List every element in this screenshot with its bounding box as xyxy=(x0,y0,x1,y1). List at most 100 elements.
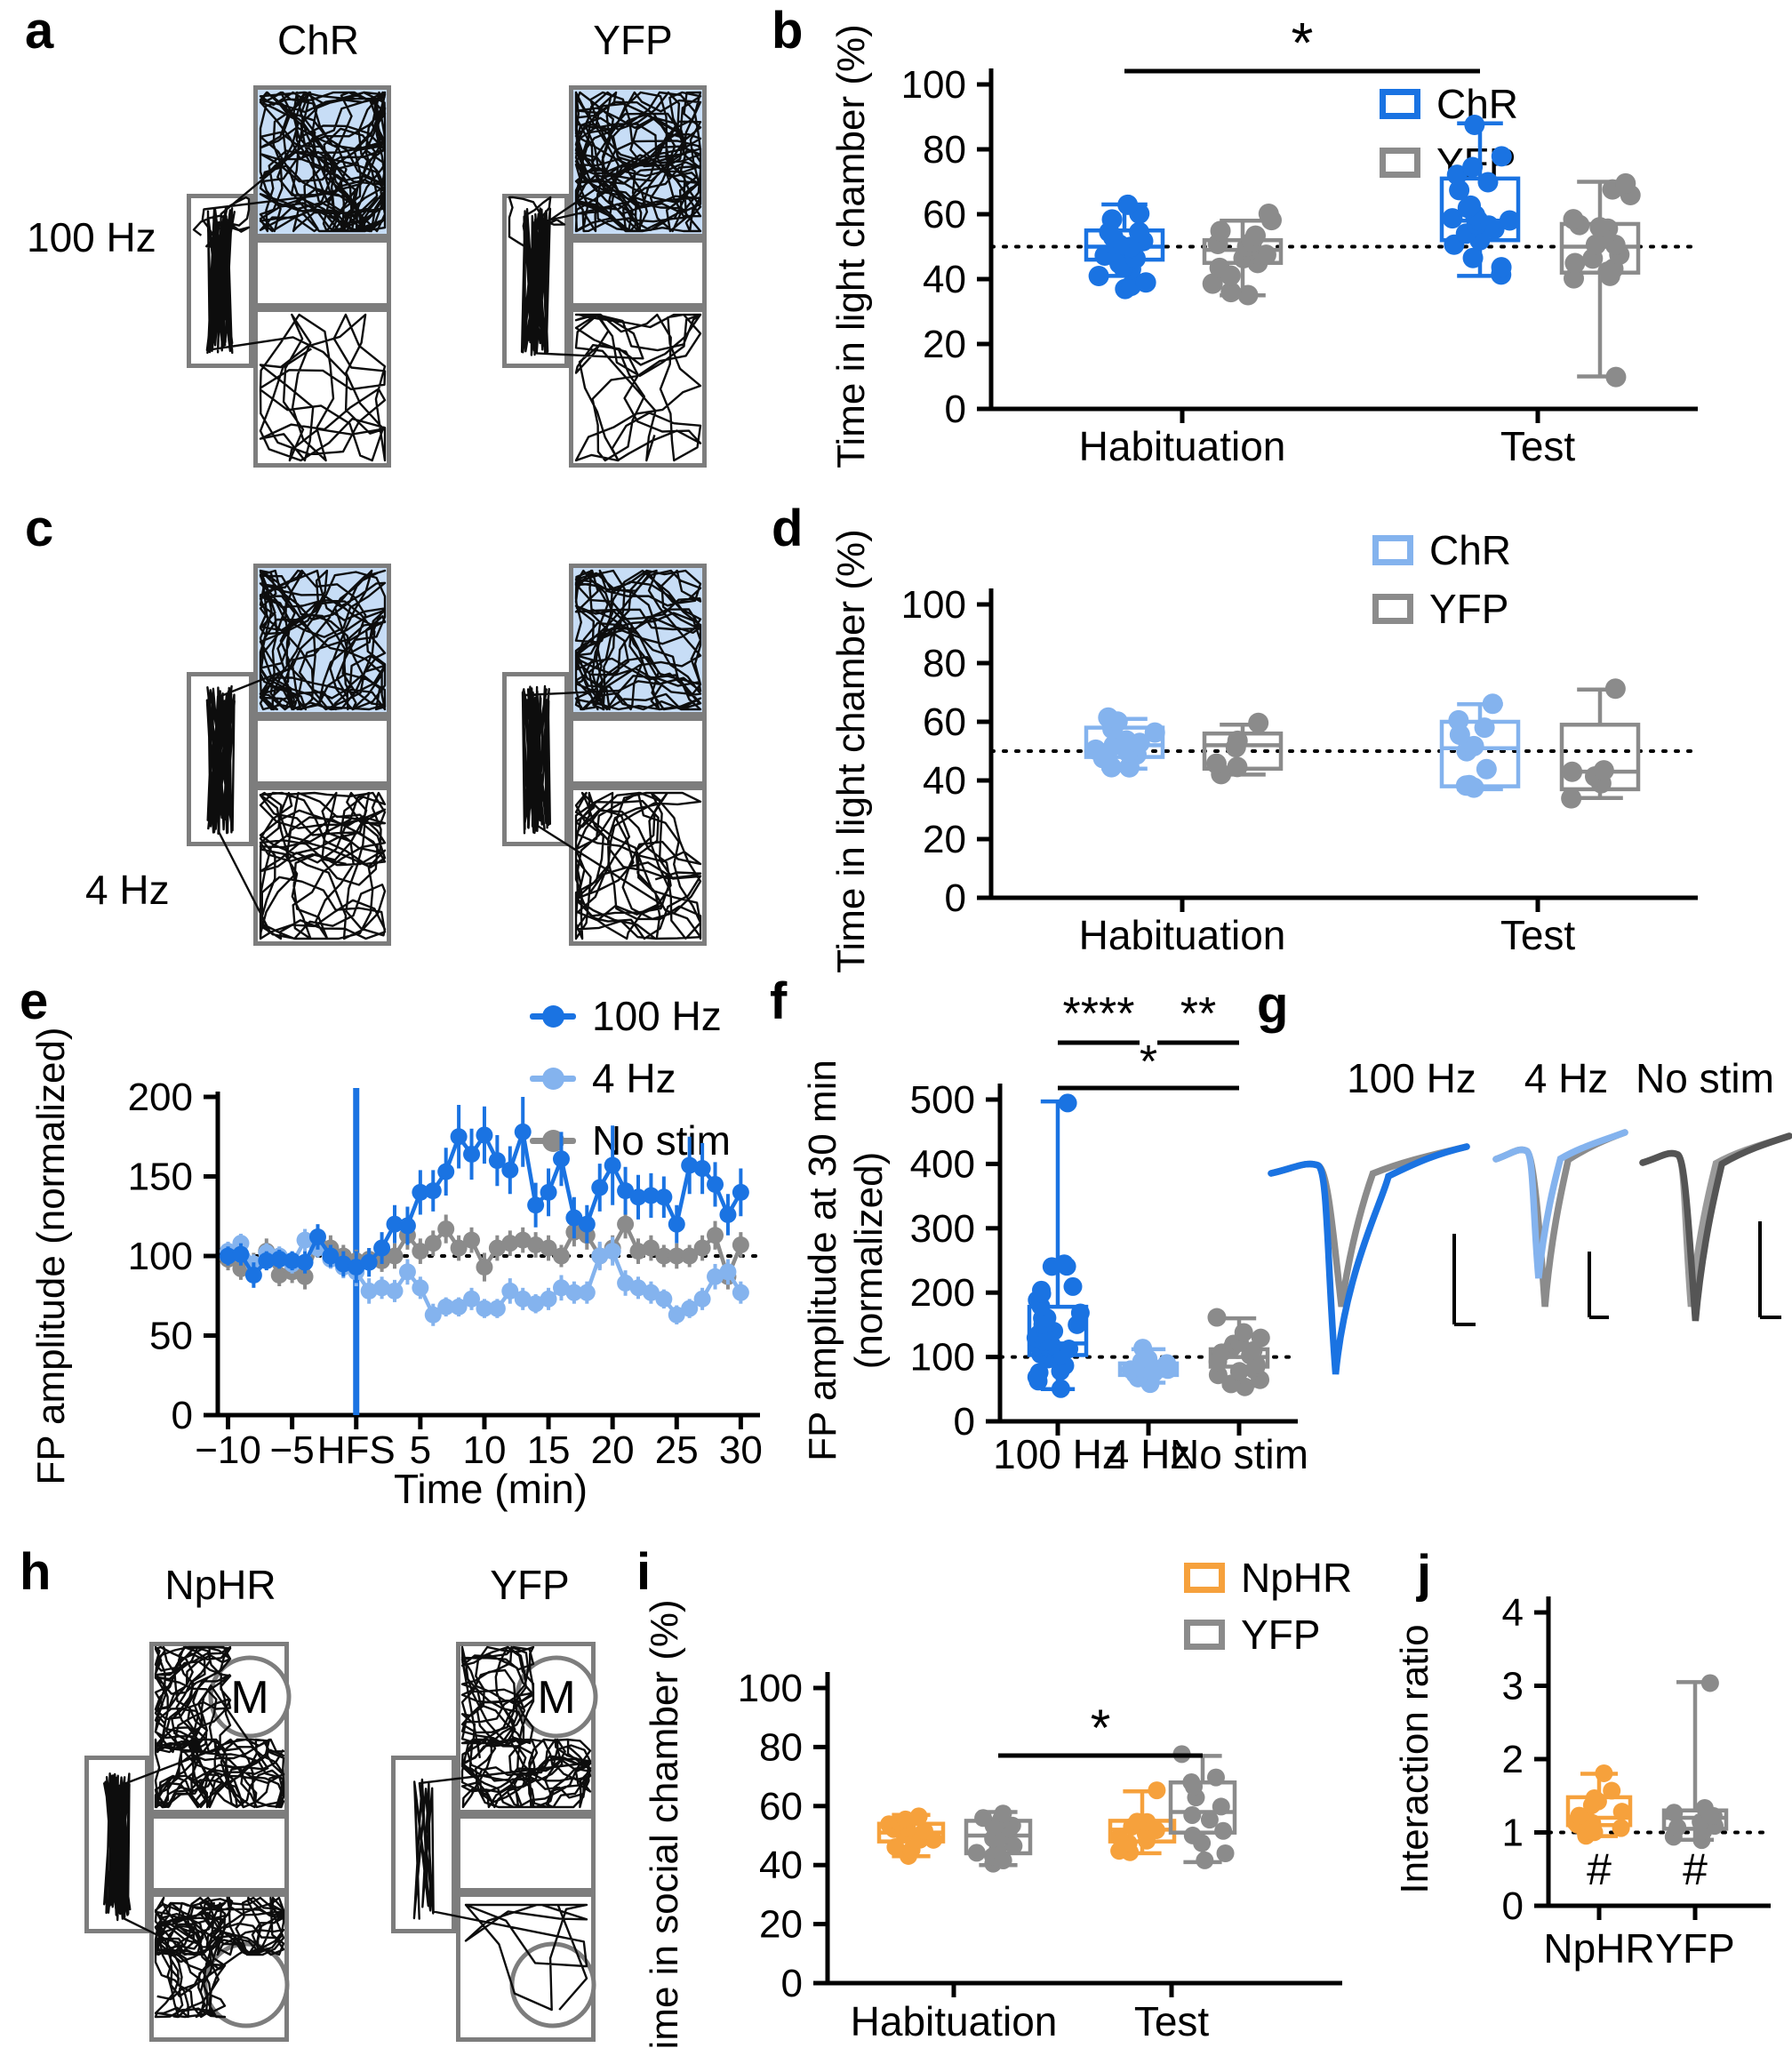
svg-text:80: 80 xyxy=(759,1725,803,1769)
svg-text:60: 60 xyxy=(923,193,966,236)
legend-label-yfp: YFP xyxy=(1429,586,1509,632)
panel-e-letter: e xyxy=(20,972,49,1030)
svg-text:100: 100 xyxy=(738,1667,803,1710)
svg-text:****: **** xyxy=(1063,988,1135,1040)
svg-text:Habituation: Habituation xyxy=(851,1998,1058,2044)
legend-item-chr: ChR xyxy=(1372,526,1511,574)
svg-text:#: # xyxy=(1587,1844,1612,1894)
legend-item-100hz: 100 Hz xyxy=(530,992,731,1040)
svg-text:0: 0 xyxy=(781,1962,803,2005)
svg-text:Habituation: Habituation xyxy=(1079,423,1286,469)
svg-text:1: 1 xyxy=(1502,1812,1524,1855)
svg-text:20: 20 xyxy=(591,1428,635,1472)
svg-text:500: 500 xyxy=(910,1078,975,1122)
svg-text:20: 20 xyxy=(923,323,966,366)
svg-text:*: * xyxy=(1140,1036,1157,1088)
e-x-axis-label: Time (min) xyxy=(393,1466,588,1512)
legend-label-nostim: No stim xyxy=(592,1117,731,1164)
yfp-swatch-icon xyxy=(1372,594,1413,624)
legend-label-chr: ChR xyxy=(1429,527,1512,573)
svg-text:100 Hz: 100 Hz xyxy=(993,1431,1123,1477)
panel-b-boxplot: 0 20 40 60 80 100 Habituation Test * xyxy=(901,11,1700,469)
svg-text:Habituation: Habituation xyxy=(1079,912,1286,958)
svg-text:80: 80 xyxy=(923,128,966,172)
svg-text:0: 0 xyxy=(172,1394,193,1437)
panel-h-header-yfp: YFP xyxy=(490,1562,570,1608)
panel-d-boxplot: 0 20 40 60 80 100 Habituation Test xyxy=(901,583,1700,958)
panel-c-trace-chr xyxy=(187,564,391,946)
panel-c-row-label: 4 Hz xyxy=(85,867,170,913)
panel-g-header-100hz: 100 Hz xyxy=(1347,1055,1476,1101)
svg-text:150: 150 xyxy=(128,1156,193,1199)
svg-text:Test: Test xyxy=(1500,423,1576,469)
svg-text:80: 80 xyxy=(923,642,966,685)
nphr-swatch-icon xyxy=(1184,1563,1225,1593)
svg-text:YFP: YFP xyxy=(1655,1925,1734,1972)
panel-e-linechart: 0 50 100 150 200 −10 −5 HFS 5 10 15 20 25 30 xyxy=(128,1076,763,1472)
panel-j-letter: j xyxy=(1417,1545,1432,1603)
legend-label-nphr: NpHR xyxy=(1241,1555,1353,1601)
svg-text:100: 100 xyxy=(128,1235,193,1278)
svg-text:100: 100 xyxy=(901,583,966,627)
svg-text:40: 40 xyxy=(923,258,966,301)
legend-d: ChR YFP xyxy=(1372,526,1511,633)
panel-i-boxplot: 0 20 40 60 80 100 Habituation Test * xyxy=(738,1667,1342,2044)
yfp-swatch-icon xyxy=(1380,148,1420,178)
100hz-line-swatch-icon xyxy=(530,1004,576,1028)
panel-a-row-label: 100 Hz xyxy=(27,214,156,260)
svg-text:−5: −5 xyxy=(270,1428,315,1472)
svg-text:HFS: HFS xyxy=(317,1428,396,1472)
panel-c-letter: c xyxy=(25,500,54,557)
panel-a-letter: a xyxy=(25,2,54,60)
svg-text:3: 3 xyxy=(1502,1665,1524,1708)
chr-swatch-icon xyxy=(1372,535,1413,565)
svg-text:Test: Test xyxy=(1134,1998,1210,2044)
svg-text:300: 300 xyxy=(910,1207,975,1251)
svg-text:−10: −10 xyxy=(195,1428,261,1472)
legend-item-yfp: YFP xyxy=(1184,1611,1352,1659)
legend-item-4hz: 4 Hz xyxy=(530,1054,731,1102)
svg-text:60: 60 xyxy=(923,700,966,744)
panel-h-trace-yfp: M xyxy=(391,1642,598,2042)
svg-text:400: 400 xyxy=(910,1142,975,1186)
panel-h-header-nphr: NpHR xyxy=(164,1562,276,1608)
panel-f-letter: f xyxy=(770,972,788,1030)
svg-text:NpHR: NpHR xyxy=(1543,1925,1654,1972)
panel-a-trace-chr xyxy=(187,85,391,468)
svg-text:0: 0 xyxy=(945,388,966,431)
svg-text:40: 40 xyxy=(759,1844,803,1887)
panel-h-letter: h xyxy=(20,1543,52,1601)
svg-text:200: 200 xyxy=(128,1076,193,1119)
legend-e: 100 Hz 4 Hz No stim xyxy=(530,992,731,1164)
chr-swatch-icon xyxy=(1380,89,1420,119)
panel-b-letter: b xyxy=(772,2,804,60)
legend-item-nphr: NpHR xyxy=(1184,1554,1352,1602)
svg-text:40: 40 xyxy=(923,759,966,803)
legend-item-yfp: YFP xyxy=(1372,585,1511,633)
svg-text:30: 30 xyxy=(719,1428,763,1472)
svg-text:0: 0 xyxy=(945,876,966,920)
svg-text:M: M xyxy=(230,1672,268,1724)
svg-text:0: 0 xyxy=(1502,1884,1524,1928)
legend-label-4hz: 4 Hz xyxy=(592,1055,676,1101)
svg-text:50: 50 xyxy=(149,1315,193,1358)
legend-label-yfp: YFP xyxy=(1241,1612,1321,1658)
svg-text:0: 0 xyxy=(954,1400,975,1444)
svg-text:*: * xyxy=(1091,1700,1111,1757)
panel-i-letter: i xyxy=(636,1543,652,1601)
svg-text:100: 100 xyxy=(901,63,966,107)
yfp-swatch-icon xyxy=(1184,1620,1225,1650)
panel-g-traces xyxy=(1268,1129,1792,1375)
svg-text:No stim: No stim xyxy=(1170,1431,1308,1477)
panel-a-header-chr: ChR xyxy=(276,17,360,63)
svg-text:2: 2 xyxy=(1502,1738,1524,1781)
svg-text:M: M xyxy=(537,1672,575,1724)
svg-text:20: 20 xyxy=(923,818,966,861)
panel-g-header-4hz: 4 Hz xyxy=(1524,1055,1609,1101)
panel-g-letter: g xyxy=(1257,976,1289,1034)
panel-c-trace-yfp xyxy=(502,564,707,946)
4hz-line-swatch-icon xyxy=(530,1067,576,1090)
svg-text:60: 60 xyxy=(759,1785,803,1828)
